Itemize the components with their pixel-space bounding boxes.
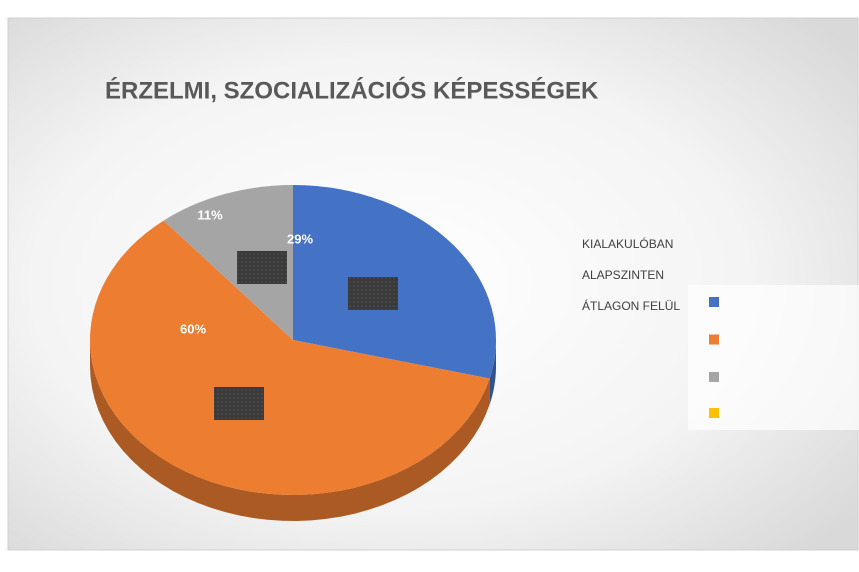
- legend-label: ÁTLAGON FELÜL: [582, 298, 680, 313]
- legend-swatch: [709, 334, 719, 345]
- pie-slice-side: [489, 340, 496, 405]
- legend-swatch: [709, 372, 719, 382]
- redaction-box: [348, 277, 398, 310]
- data-label: 29%: [287, 231, 313, 246]
- pie-slice: [163, 185, 293, 340]
- data-label: 11%: [197, 207, 223, 222]
- legend-swatch: [709, 297, 719, 307]
- redaction-box: [214, 387, 264, 420]
- chart-title: ÉRZELMI, SZOCIALIZÁCIÓS KÉPESSÉGEK: [105, 76, 599, 104]
- pie-slice: [90, 220, 490, 496]
- overlay-boxes: [214, 251, 398, 420]
- data-label: 60%: [180, 321, 206, 336]
- legend-label: ALAPSZINTEN: [582, 268, 664, 282]
- legend-box: [688, 285, 859, 430]
- legend-label: KIALAKULÓBAN: [582, 236, 673, 251]
- pie-slice-side: [90, 340, 490, 521]
- legend-swatch: [709, 408, 719, 418]
- redaction-box: [237, 251, 287, 284]
